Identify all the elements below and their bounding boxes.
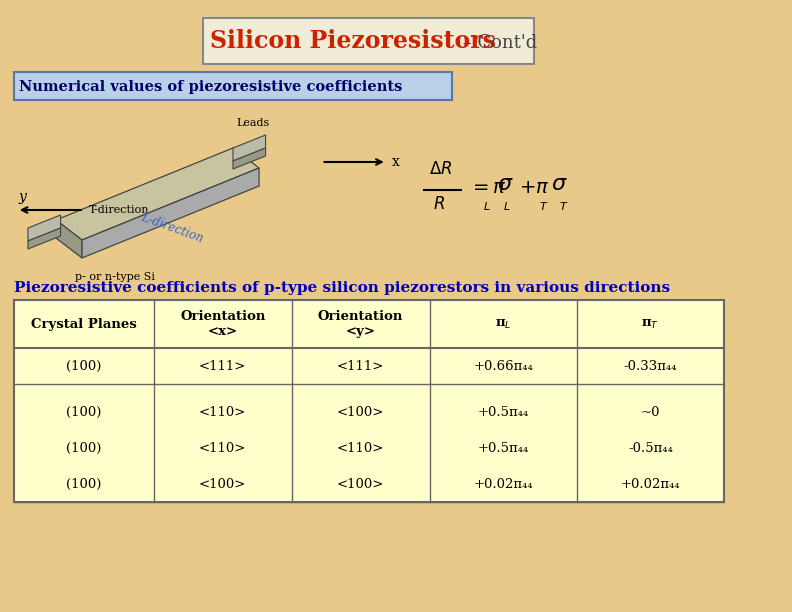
Text: -0.33π₄₄: -0.33π₄₄ bbox=[624, 359, 677, 373]
Text: L-direction: L-direction bbox=[139, 211, 205, 245]
Text: +0.5π₄₄: +0.5π₄₄ bbox=[478, 406, 529, 419]
Polygon shape bbox=[56, 220, 82, 258]
Text: π$_{L}$: π$_{L}$ bbox=[495, 318, 512, 330]
Text: $+ \pi$: $+ \pi$ bbox=[519, 179, 550, 197]
Text: +0.5π₄₄: +0.5π₄₄ bbox=[478, 441, 529, 455]
Text: Orientation
<y>: Orientation <y> bbox=[318, 310, 403, 338]
Text: <100>: <100> bbox=[337, 406, 384, 419]
Text: π$_{T}$: π$_{T}$ bbox=[642, 318, 660, 330]
Text: $\Delta R$: $\Delta R$ bbox=[428, 161, 452, 178]
Text: +0.66π₄₄: +0.66π₄₄ bbox=[474, 359, 533, 373]
Polygon shape bbox=[28, 215, 60, 241]
Text: $T$: $T$ bbox=[539, 200, 548, 212]
Text: $T$: $T$ bbox=[559, 200, 569, 212]
Text: <110>: <110> bbox=[337, 441, 384, 455]
Text: <110>: <110> bbox=[199, 441, 246, 455]
Text: $L$: $L$ bbox=[482, 200, 490, 212]
Text: Numerical values of piezoresistive coefficients: Numerical values of piezoresistive coeff… bbox=[19, 80, 402, 94]
Polygon shape bbox=[28, 228, 60, 249]
FancyBboxPatch shape bbox=[14, 300, 724, 348]
Text: <111>: <111> bbox=[199, 359, 246, 373]
Polygon shape bbox=[56, 148, 259, 240]
Text: $\sigma$: $\sigma$ bbox=[497, 173, 513, 195]
Text: +0.02π₄₄: +0.02π₄₄ bbox=[621, 477, 680, 490]
Text: – Cont'd: – Cont'd bbox=[457, 34, 537, 52]
Text: T-direction: T-direction bbox=[89, 205, 149, 215]
Text: <111>: <111> bbox=[337, 359, 384, 373]
Text: Silicon Piezoresistors: Silicon Piezoresistors bbox=[210, 29, 496, 53]
FancyBboxPatch shape bbox=[14, 348, 724, 502]
Text: (100): (100) bbox=[67, 441, 101, 455]
FancyBboxPatch shape bbox=[14, 72, 452, 100]
Text: x: x bbox=[391, 155, 399, 169]
Polygon shape bbox=[233, 135, 265, 161]
Text: Orientation
<x>: Orientation <x> bbox=[180, 310, 265, 338]
FancyBboxPatch shape bbox=[204, 18, 534, 64]
Text: Crystal Planes: Crystal Planes bbox=[31, 318, 137, 330]
Text: $= \pi$: $= \pi$ bbox=[469, 179, 507, 197]
Text: Piezoresistive coefficients of p-type silicon piezorestors in various directions: Piezoresistive coefficients of p-type si… bbox=[14, 281, 670, 295]
Text: <100>: <100> bbox=[337, 477, 384, 490]
Text: Leads: Leads bbox=[237, 118, 270, 128]
Text: (100): (100) bbox=[67, 359, 101, 373]
Text: (100): (100) bbox=[67, 477, 101, 490]
Text: p- or n-type Si: p- or n-type Si bbox=[74, 272, 154, 282]
Text: $R$: $R$ bbox=[433, 196, 445, 213]
Text: <100>: <100> bbox=[199, 477, 246, 490]
Polygon shape bbox=[233, 148, 265, 169]
Text: (100): (100) bbox=[67, 406, 101, 419]
Text: +0.02π₄₄: +0.02π₄₄ bbox=[474, 477, 533, 490]
Text: <110>: <110> bbox=[199, 406, 246, 419]
Polygon shape bbox=[82, 168, 259, 258]
Text: -0.5π₄₄: -0.5π₄₄ bbox=[628, 441, 673, 455]
Text: y: y bbox=[19, 190, 26, 204]
Text: $L$: $L$ bbox=[503, 200, 511, 212]
Text: $\sigma$: $\sigma$ bbox=[550, 173, 567, 195]
Text: ~0: ~0 bbox=[641, 406, 661, 419]
